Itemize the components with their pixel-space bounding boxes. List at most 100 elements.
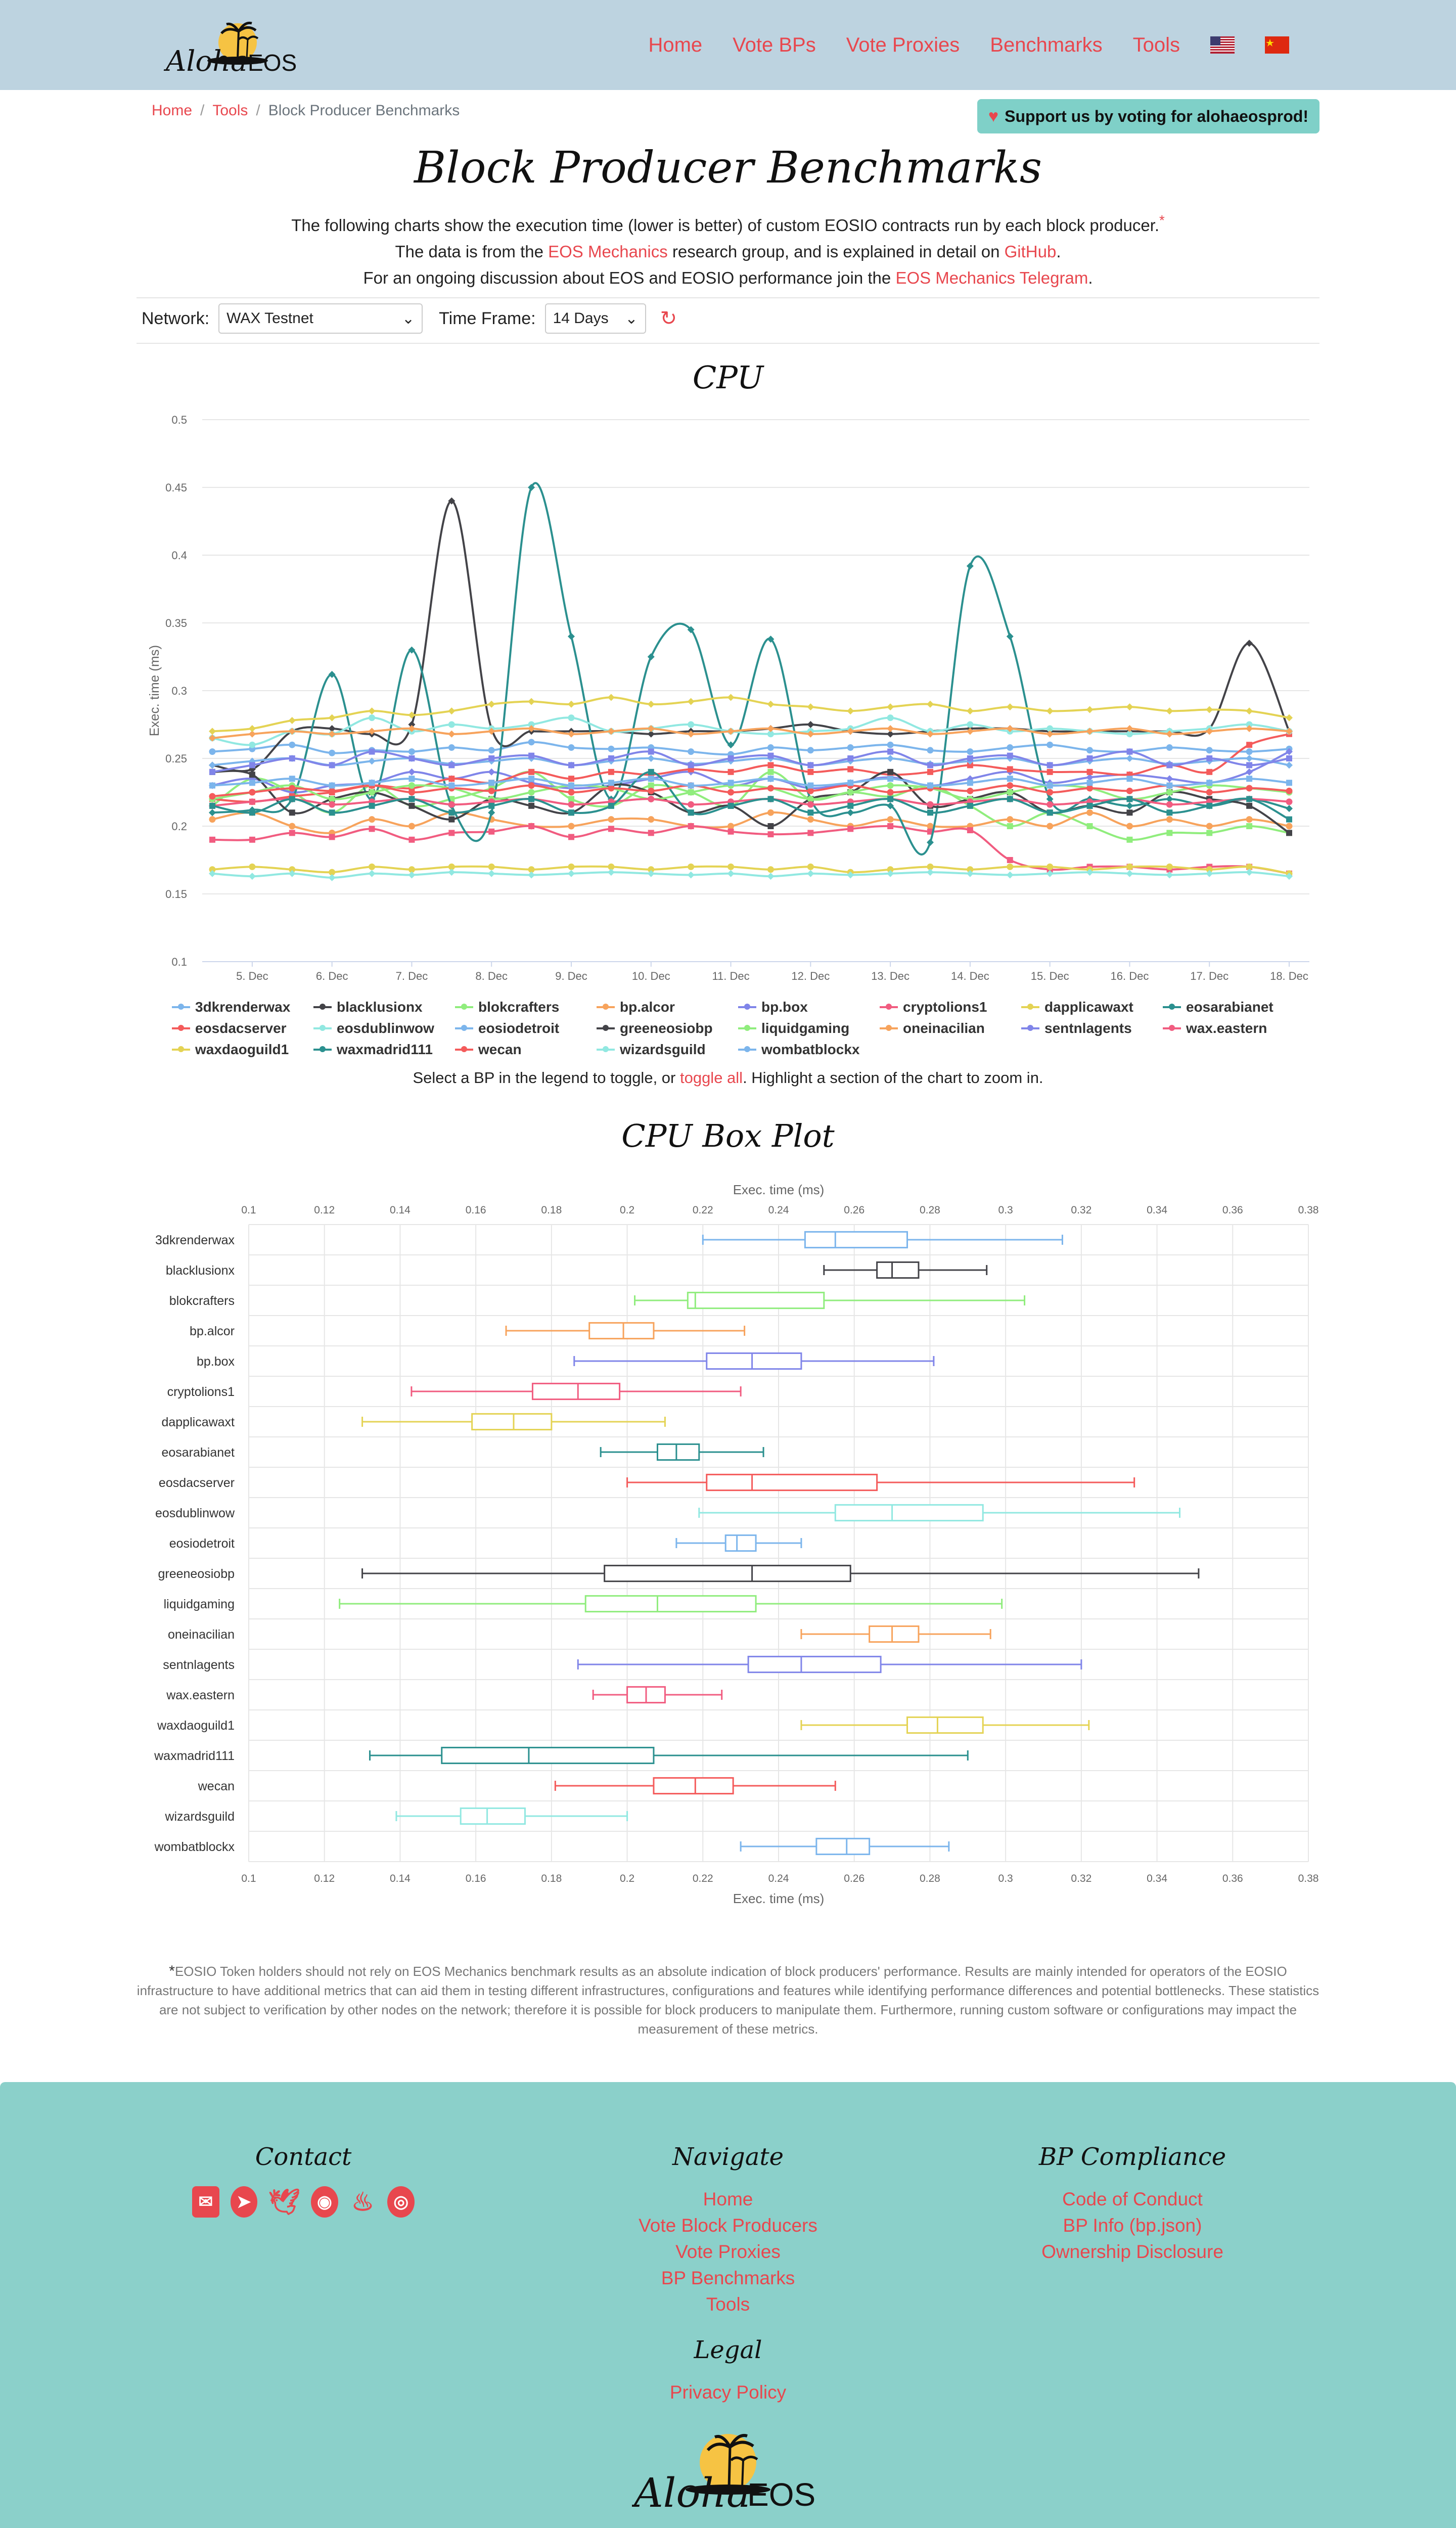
data-point [688,698,695,705]
data-point [1126,776,1132,782]
data-point [209,769,215,775]
data-point [209,816,216,823]
data-point [767,753,774,759]
legend-item-dapplicawaxt[interactable]: dapplicawaxt [1021,999,1163,1016]
data-point [408,837,415,843]
cpu-line-chart[interactable]: 0.1 0.15 0.2 0.25 0.3 0.35 0.4 0.45 0.5 Exec. tim… [136,404,1320,986]
nav-link-vote-bps[interactable]: Vote BPs [733,34,816,57]
telegram-icon[interactable]: ➤ [231,2186,258,2218]
legend-item-wizardsguild[interactable]: wizardsguild [597,1041,738,1058]
x-tick-label: 0.32 [1071,1873,1091,1884]
data-point [249,762,255,768]
eos-mechanics-telegram-link[interactable]: EOS Mechanics Telegram [895,268,1088,287]
refresh-icon[interactable]: ↻ [660,307,677,330]
legend-item-greeneosiobp[interactable]: greeneosiobp [597,1020,738,1037]
legend-item-waxdaoguild1[interactable]: waxdaoguild1 [172,1041,313,1058]
breadcrumb-tools[interactable]: Tools [212,102,248,119]
iqr-box [605,1565,851,1581]
eos-mechanics-link[interactable]: EOS Mechanics [548,242,668,261]
footer-link-bp-benchmarks[interactable]: BP Benchmarks [576,2265,880,2291]
footer-link-home[interactable]: Home [576,2186,880,2213]
footer-link-privacy[interactable]: Privacy Policy [576,2379,880,2406]
toggle-all-link[interactable]: toggle all [680,1069,743,1087]
legend-label: 3dkrenderwax [195,999,290,1015]
footer-link-code-of-conduct[interactable]: Code of Conduct [981,2186,1284,2213]
legend-item-bp.alcor[interactable]: bp.alcor [597,999,738,1016]
data-point [887,823,893,829]
navigate-title: Navigate [576,2143,880,2171]
data-point [1246,762,1252,768]
timeframe-select[interactable]: 14 Days ⌄ [545,303,646,334]
data-point [608,755,614,761]
data-point [648,769,654,775]
data-point [1166,801,1173,808]
nav-link-tools[interactable]: Tools [1133,34,1180,57]
legend-label: sentnlagents [1044,1020,1132,1036]
data-point [369,803,375,809]
footer-link-vote-bps[interactable]: Vote Block Producers [576,2213,880,2239]
data-point [1007,789,1013,796]
twitter-icon[interactable]: 🕊 [268,2186,300,2218]
legend-marker [455,1027,473,1029]
x-tick-label: 18. Dec [1270,970,1308,982]
data-point [488,769,495,776]
data-point [408,776,415,782]
legend-marker [1021,1027,1039,1029]
legend-item-eosarabianet[interactable]: eosarabianet [1163,999,1304,1016]
footer-link-ownership[interactable]: Ownership Disclosure [981,2239,1284,2265]
legend-label: wombatblockx [761,1042,859,1058]
github-link[interactable]: GitHub [1005,242,1057,261]
legend-item-wecan[interactable]: wecan [455,1041,597,1058]
footer-logo[interactable]: Aloha EOS [632,2422,824,2513]
footer-link-tools[interactable]: Tools [576,2291,880,2318]
legend-item-blokcrafters[interactable]: blokcrafters [455,999,597,1016]
legend-item-liquidgaming[interactable]: liquidgaming [738,1020,880,1037]
data-point [1246,796,1252,802]
legend-item-eosdacserver[interactable]: eosdacserver [172,1020,313,1037]
legend-label: dapplicawaxt [1044,999,1133,1015]
navbar: Aloha EOS Home Vote BPs Vote Proxies Ben… [0,0,1456,90]
legend-label: eosarabianet [1186,999,1273,1015]
footer-link-bp-info[interactable]: BP Info (bp.json) [981,2213,1284,2239]
support-vote-button[interactable]: ♥ Support us by voting for alohaeosprod! [977,99,1320,133]
legend-item-oneinacilian[interactable]: oneinacilian [880,1020,1021,1037]
data-point [408,755,415,761]
legend-item-eosdublinwow[interactable]: eosdublinwow [313,1020,455,1037]
data-point [249,873,256,880]
data-point [249,809,255,816]
steemit-icon[interactable]: ♨ [349,2186,377,2218]
legend-item-sentnlagents[interactable]: sentnlagents [1021,1020,1163,1037]
legal-title: Legal [576,2336,880,2364]
legend-item-wombatblockx[interactable]: wombatblockx [738,1041,880,1058]
legend-item-bp.box[interactable]: bp.box [738,999,880,1016]
legend-item-cryptolions1[interactable]: cryptolions1 [880,999,1021,1016]
legend-item-eosiodetroit[interactable]: eosiodetroit [455,1020,597,1037]
legend-item-3dkrenderwax[interactable]: 3dkrenderwax [172,999,313,1016]
data-point [329,809,335,816]
category-label: 3dkrenderwax [155,1233,235,1247]
network-select[interactable]: WAX Testnet ⌄ [218,303,423,334]
cpu-box-plot[interactable]: Exec. time (ms) Exec. time (ms) 0.1 0.1 0.12… [136,1178,1320,1906]
us-flag-icon[interactable] [1210,36,1235,54]
data-point [1286,755,1292,761]
data-point [967,755,973,761]
data-point [688,801,694,808]
aloha-eos-logo[interactable]: Aloha EOS [162,11,303,77]
legend-item-blacklusionx[interactable]: blacklusionx [313,999,455,1016]
china-flag-icon[interactable] [1265,36,1289,54]
data-point [847,766,853,772]
legend-item-wax.eastern[interactable]: wax.eastern [1163,1020,1304,1037]
breadcrumb-home[interactable]: Home [152,102,192,119]
github-icon[interactable]: ◎ [387,2186,415,2218]
nav-link-benchmarks[interactable]: Benchmarks [990,34,1102,57]
footer-link-vote-proxies[interactable]: Vote Proxies [576,2239,880,2265]
envelope-icon[interactable]: ✉ [192,2186,219,2218]
nav-link-home[interactable]: Home [648,34,702,57]
reddit-icon[interactable]: ◉ [311,2186,338,2218]
data-point [728,780,734,786]
legend-marker [313,1006,332,1008]
data-point [688,762,694,768]
data-point [767,796,774,802]
nav-link-vote-proxies[interactable]: Vote Proxies [846,34,960,57]
legend-item-waxmadrid111[interactable]: waxmadrid111 [313,1041,455,1058]
